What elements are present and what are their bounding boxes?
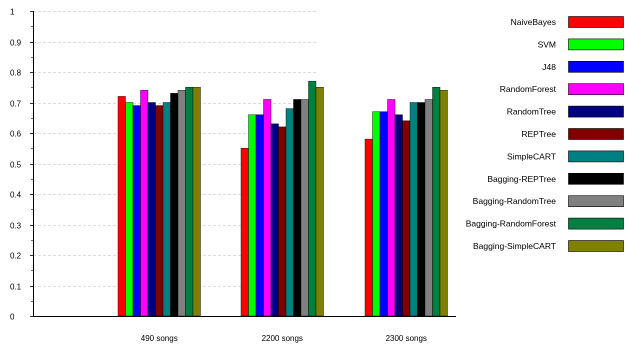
- bars: [117, 80, 448, 317]
- bar-simplecart-1: [162, 102, 171, 317]
- legend-label: NaiveBayes: [511, 17, 556, 27]
- y-tick-label: 0.1: [10, 283, 22, 292]
- legend-label: Bagging-RandomTree: [473, 196, 557, 206]
- bar-randomforest-3: [387, 99, 396, 317]
- bar-bagging-simplecart-2: [315, 87, 324, 317]
- bar-randomforest-2: [263, 99, 272, 317]
- y-tick-label: 0.7: [10, 100, 22, 109]
- bar-reptree-1: [155, 105, 164, 317]
- legend-label: SVM: [538, 39, 556, 49]
- y-tick-label: 0.4: [10, 191, 22, 200]
- bar-bagging-randomforest-1: [185, 87, 194, 317]
- legend-label: RandomTree: [507, 107, 557, 117]
- legend-swatch: [568, 105, 624, 118]
- bar-reptree-3: [402, 120, 411, 317]
- y-tick-label: 0.5: [10, 161, 22, 170]
- legend-swatch: [568, 173, 624, 185]
- legend-swatch: [568, 16, 624, 28]
- legend-swatch: [568, 150, 624, 163]
- bar-naivebayes-3: [364, 138, 373, 317]
- legend: NaiveBayes SVM J48 RandomForest RandomTree RE…: [466, 16, 624, 252]
- bar-randomforest-1: [140, 90, 149, 317]
- tick-labels: 0 0.1 0.2 0.3 0.4 0.5 0.6 0.7 0.8 0.9 1: [10, 8, 22, 322]
- legend-label: REPTree: [521, 129, 556, 139]
- bar-j48-1: [132, 105, 141, 317]
- axes: [30, 11, 456, 317]
- bar-simplecart-3: [409, 102, 418, 317]
- y-tick-label: 0.8: [10, 69, 22, 78]
- bar-bagging-reptree-1: [170, 93, 179, 317]
- legend-swatch: [568, 128, 624, 140]
- category-labels: 490 songs 2200 songs 2300 songs: [141, 334, 427, 343]
- legend-swatch: [568, 240, 624, 252]
- legend-swatch: [568, 38, 624, 51]
- bar-simplecart-2: [285, 108, 294, 317]
- x-category-label: 2300 songs: [386, 334, 427, 343]
- legend-swatch: [568, 195, 624, 207]
- bar-svm-1: [125, 102, 134, 317]
- bar-randomtree-2: [270, 123, 279, 317]
- bar-randomtree-3: [394, 114, 403, 317]
- legend-label: J48: [542, 62, 556, 72]
- bar-randomtree-1: [147, 102, 156, 317]
- legend-swatch: [568, 217, 624, 230]
- x-category-label: 2200 songs: [262, 334, 303, 343]
- bar-bagging-randomforest-3: [432, 87, 441, 317]
- bar-bagging-simplecart-3: [439, 90, 448, 317]
- bar-j48-2: [255, 114, 264, 317]
- y-tick-label: 0.6: [10, 130, 22, 139]
- bar-bagging-randomtree-1: [177, 90, 186, 317]
- bar-bagging-reptree-2: [293, 99, 302, 317]
- legend-label: Bagging-REPTree: [487, 174, 556, 184]
- bar-naivebayes-2: [240, 148, 249, 317]
- bar-j48-3: [379, 111, 388, 317]
- x-category-label: 490 songs: [141, 334, 178, 343]
- legend-swatch: [568, 83, 624, 95]
- y-tick-label: 0.3: [10, 222, 22, 231]
- y-tick-label: 0.2: [10, 252, 22, 261]
- bar-reptree-2: [278, 126, 287, 317]
- y-tick-label: 0.9: [10, 39, 22, 48]
- legend-swatch: [568, 60, 624, 73]
- bar-svm-3: [372, 111, 381, 317]
- y-tick-label: 0: [10, 313, 15, 322]
- bar-bagging-simplecart-1: [192, 87, 201, 317]
- legend-label: SimpleCART: [507, 151, 556, 161]
- bar-svm-2: [248, 114, 257, 317]
- legend-label: RandomForest: [500, 84, 557, 94]
- bar-bagging-reptree-3: [417, 102, 426, 317]
- y-tick-label: 1: [10, 8, 15, 17]
- bar-bagging-randomtree-3: [424, 99, 433, 317]
- bar-bagging-randomtree-2: [300, 99, 309, 317]
- bar-bagging-randomforest-2: [308, 80, 317, 317]
- bar-naivebayes-1: [117, 96, 126, 317]
- legend-label: Bagging-SimpleCART: [473, 241, 556, 251]
- legend-label: Bagging-RandomForest: [466, 219, 557, 229]
